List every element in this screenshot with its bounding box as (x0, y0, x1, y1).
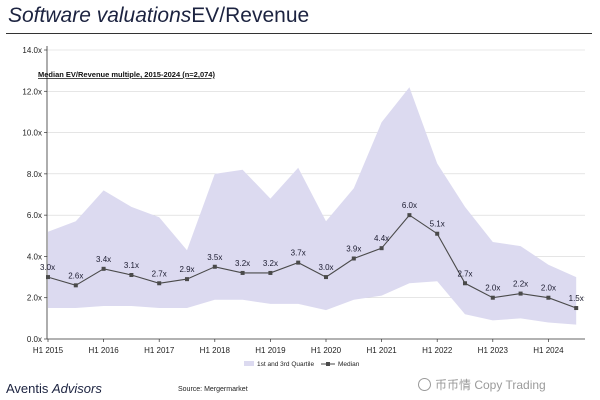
title-divider (6, 33, 592, 34)
median-data-label: 3.4x (96, 255, 111, 264)
median-point (212, 264, 217, 269)
median-data-label: 4.4x (374, 234, 389, 243)
x-tick-label: H1 2019 (255, 346, 286, 355)
quartile-band-layer (48, 87, 577, 325)
legend-label-quartile: 1st and 3rd Quartile (257, 361, 314, 368)
median-point (435, 231, 440, 236)
median-data-label: 2.7x (457, 269, 472, 278)
title-regular-part: EV/Revenue (191, 4, 310, 27)
median-point (574, 306, 579, 311)
median-data-label: 2.7x (152, 269, 167, 278)
median-data-label: 5.1x (430, 220, 445, 229)
median-point (324, 275, 328, 280)
x-tick-label: H1 2022 (422, 346, 453, 355)
median-point (296, 260, 301, 265)
legend-marker-median (326, 362, 330, 366)
median-point (379, 246, 384, 251)
median-data-label: 3.2x (235, 259, 250, 268)
median-point (240, 270, 245, 275)
median-point (46, 275, 50, 280)
y-tick-label: 4.0x (27, 252, 42, 261)
median-data-label: 3.7x (291, 249, 306, 258)
median-point (463, 281, 467, 286)
watermark: 币币情 Copy Trading (418, 376, 546, 393)
median-point (351, 256, 356, 261)
watermark-icon (418, 378, 431, 391)
median-data-label: 3.1x (124, 261, 139, 270)
data-label-layer: 3.0x 2.6x 3.4x 3.1x 2.7x 2.9x 3.5x 3.2x 3.2x 3.7x… (40, 201, 584, 303)
page-title: Software valuationsEV/Revenue (8, 4, 309, 28)
x-tick-label: H1 2017 (144, 346, 175, 355)
y-tick-label: 0.0x (27, 335, 42, 344)
median-line-layer (46, 213, 579, 311)
median-point (407, 213, 412, 218)
quartile-band (48, 87, 577, 325)
y-tick-label: 6.0x (27, 211, 42, 220)
median-data-label: 2.0x (485, 284, 500, 293)
median-data-label: 2.9x (179, 265, 194, 274)
median-data-label: 3.5x (207, 253, 222, 262)
x-tick-label: H1 2018 (200, 346, 231, 355)
chart-legend: 1st and 3rd Quartile Median (244, 361, 360, 368)
legend-label-median: Median (338, 361, 360, 368)
median-data-label: 1.5x (569, 294, 584, 303)
median-data-label: 3.0x (318, 263, 333, 272)
median-data-label: 3.0x (40, 263, 55, 272)
x-tick-label: H1 2021 (366, 346, 397, 355)
x-tick-label: H1 2015 (33, 346, 64, 355)
chart-axes: 0.0x 2.0x 4.0x 6.0x 8.0x 10.0x 12.0x 14.0x H1 20… (22, 46, 585, 355)
median-data-label: 3.9x (346, 244, 361, 253)
y-tick-label: 14.0x (22, 46, 42, 55)
brand-regular: Aventis (6, 381, 53, 396)
x-tick-label: H1 2024 (533, 346, 564, 355)
median-point (73, 283, 78, 288)
y-tick-label: 8.0x (27, 170, 42, 179)
chart-title: Median EV/Revenue multiple, 2015-2024 (n… (38, 70, 215, 79)
y-tick-label: 12.0x (22, 87, 42, 96)
median-point (157, 281, 162, 286)
median-data-label: 3.2x (263, 259, 278, 268)
y-tick-label: 2.0x (27, 294, 42, 303)
median-point (518, 291, 523, 296)
brand-logo: Aventis Advisors (6, 381, 102, 396)
median-point (490, 295, 495, 300)
median-point (129, 273, 134, 278)
source-note: Source: Mergermarket (178, 386, 248, 393)
y-tick-label: 10.0x (22, 129, 42, 138)
median-line (47, 214, 577, 309)
watermark-text: 币币情 Copy Trading (435, 378, 546, 392)
median-point (546, 295, 551, 300)
title-italic-part: Software valuations (8, 4, 192, 27)
x-tick-label: H1 2020 (311, 346, 342, 355)
x-tick-label: H1 2023 (478, 346, 509, 355)
median-data-label: 2.6x (68, 271, 83, 280)
x-tick-label: H1 2016 (88, 346, 119, 355)
median-point (268, 270, 273, 275)
legend-swatch-quartile (244, 361, 254, 366)
brand-italic: Advisors (52, 381, 102, 396)
median-data-label: 6.0x (402, 201, 417, 210)
median-point (185, 277, 189, 282)
median-point (101, 266, 106, 271)
median-data-label: 2.0x (541, 284, 556, 293)
median-data-label: 2.2x (513, 280, 528, 289)
